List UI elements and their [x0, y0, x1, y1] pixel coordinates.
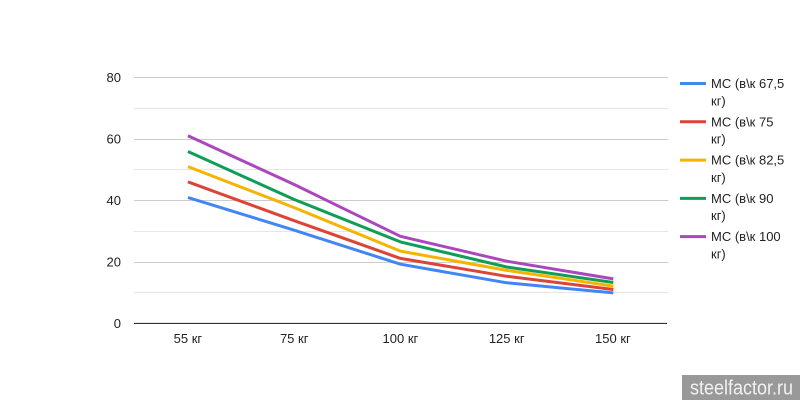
svg-text:60: 60 — [107, 132, 121, 147]
svg-text:100 кг: 100 кг — [383, 331, 419, 346]
svg-text:МС (в\к 67,5: МС (в\к 67,5 — [711, 76, 784, 91]
svg-text:МС (в\к 82,5: МС (в\к 82,5 — [711, 153, 784, 168]
svg-text:55 кг: 55 кг — [174, 331, 203, 346]
svg-text:125 кг: 125 кг — [489, 331, 525, 346]
svg-text:кг): кг) — [711, 132, 726, 147]
svg-text:80: 80 — [107, 70, 121, 85]
svg-text:кг): кг) — [711, 246, 726, 261]
svg-text:МС (в\к 90: МС (в\к 90 — [711, 191, 773, 206]
svg-text:20: 20 — [107, 255, 121, 270]
svg-text:40: 40 — [107, 193, 121, 208]
svg-text:кг): кг) — [711, 93, 726, 108]
svg-text:150 кг: 150 кг — [595, 331, 631, 346]
svg-text:кг): кг) — [711, 208, 726, 223]
svg-text:0: 0 — [114, 316, 121, 331]
svg-text:МС (в\к 75: МС (в\к 75 — [711, 114, 773, 129]
svg-text:кг): кг) — [711, 170, 726, 185]
svg-text:МС (в\к 100: МС (в\к 100 — [711, 229, 781, 244]
svg-text:steelfactor.ru: steelfactor.ru — [690, 378, 793, 400]
svg-text:75 кг: 75 кг — [280, 331, 309, 346]
